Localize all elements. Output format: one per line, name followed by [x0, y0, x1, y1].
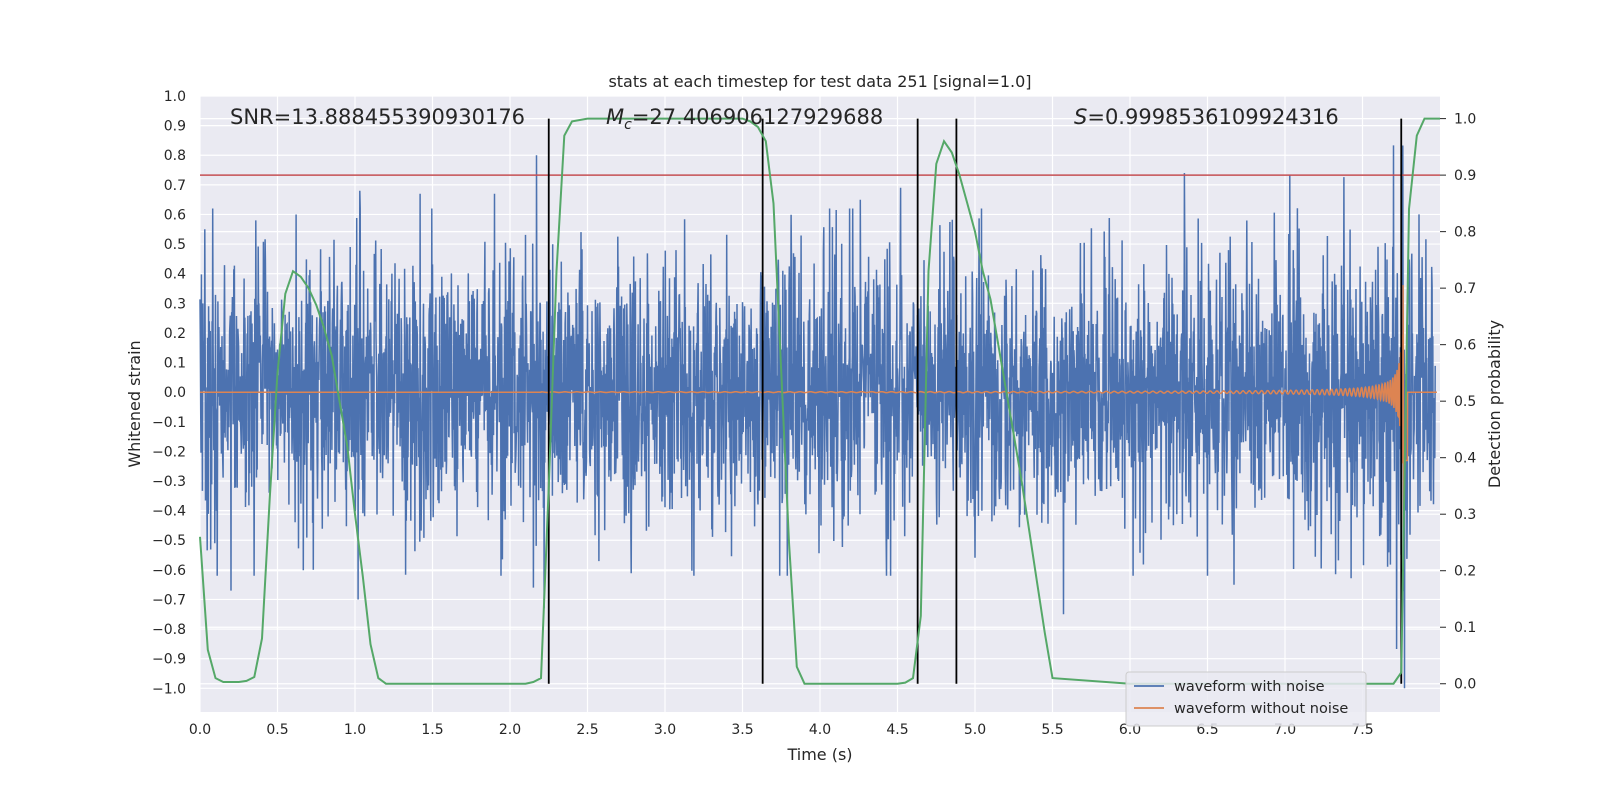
y-tick-label: −0.5: [152, 533, 186, 549]
probability-series: [199, 117, 1440, 685]
y-tick-label: 0.8: [164, 148, 186, 164]
y-tick-label: −0.3: [152, 474, 186, 490]
mc-subscript: c: [624, 117, 632, 133]
y2-tick-label: 1.0: [1454, 112, 1476, 128]
y-tick-label: 0.1: [164, 356, 186, 372]
x-tick-label: 0.0: [189, 722, 211, 738]
legend-noise-label: waveform with noise: [1174, 679, 1325, 695]
x-axis-label: Time (s): [786, 745, 852, 764]
y-tick-label: −0.1: [152, 415, 186, 431]
s-value: =0.9998536109924316: [1087, 105, 1338, 129]
y2-tick-label: 0.0: [1454, 677, 1476, 693]
clean-waveform-line: [200, 285, 1437, 527]
y-tick-label: 0.2: [164, 326, 186, 342]
y-tick-label: −0.7: [152, 592, 186, 608]
x-tick-label: 2.5: [576, 722, 598, 738]
y2-tick-label: 0.1: [1454, 620, 1476, 636]
score-annotation: S=0.9998536109924316: [1074, 105, 1339, 129]
x-tick-label: 4.5: [886, 722, 908, 738]
x-tick-label: 3.5: [731, 722, 753, 738]
y2-axis-ticks: 1.0 0.9 0.8 0.7 0.6 0.5 0.4 0.3 0.2 0.1 0.0: [1440, 112, 1476, 693]
y-axis-ticks: 1.0 0.9 0.8 0.7 0.6 0.5 0.4 0.3 0.2 0.1 0.0 −0.1 −0.…: [152, 89, 186, 697]
y2-tick-label: 0.3: [1454, 507, 1476, 523]
y-tick-label: −0.4: [152, 504, 186, 520]
mc-symbol: M: [606, 105, 624, 129]
x-tick-label: 3.0: [654, 722, 676, 738]
y-tick-label: −0.6: [152, 563, 186, 579]
chirp-mass-annotation: Mc=27.406906127929688: [606, 105, 883, 133]
y-tick-label: 0.4: [164, 267, 186, 283]
x-tick-label: 5.5: [1041, 722, 1063, 738]
legend: waveform with noise waveform without noi…: [1125, 671, 1367, 727]
legend-box: [1125, 671, 1367, 727]
x-axis-ticks: 0.0 0.5 1.0 1.5 2.0 2.5 3.0 3.5 4.0 4.5 5.0 5.5 6.0 6…: [189, 722, 1374, 738]
y2-tick-label: 0.6: [1454, 338, 1476, 354]
y-tick-label: 0.3: [164, 296, 186, 312]
y2-axis-label: Detection probability: [1485, 320, 1504, 488]
x-tick-label: 0.5: [266, 722, 288, 738]
detection-marker-lines: [547, 118, 1403, 684]
x-tick-label: 1.5: [421, 722, 443, 738]
y-tick-label: 0.0: [164, 385, 186, 401]
clean-waveform-series: [200, 285, 1437, 527]
y-tick-label: 1.0: [164, 89, 186, 105]
chart-title: stats at each timestep for test data 251…: [608, 72, 1031, 91]
x-tick-label: 4.0: [809, 722, 831, 738]
y-axis-label: Whitened strain: [125, 340, 144, 467]
legend-clean-label: waveform without noise: [1174, 701, 1348, 717]
y2-tick-label: 0.2: [1454, 564, 1476, 580]
probability-line: [199, 117, 1440, 685]
y-tick-label: −1.0: [152, 681, 186, 697]
x-tick-label: 5.0: [964, 722, 986, 738]
y2-tick-label: 0.9: [1454, 168, 1476, 184]
mc-value: =27.406906127929688: [632, 105, 883, 129]
y2-tick-label: 0.4: [1454, 451, 1476, 467]
y-tick-label: 0.9: [164, 119, 186, 135]
x-tick-label: 1.0: [344, 722, 366, 738]
y-tick-label: −0.8: [152, 622, 186, 638]
y-tick-label: 0.7: [164, 178, 186, 194]
y-tick-label: 0.5: [164, 237, 186, 253]
y2-tick-label: 0.7: [1454, 281, 1476, 297]
s-symbol: S: [1074, 105, 1087, 129]
y-tick-label: −0.9: [152, 652, 186, 668]
noise-waveform-series: [199, 145, 1436, 689]
y-tick-label: 0.6: [164, 207, 186, 223]
noise-waveform-line: [199, 145, 1436, 689]
y-tick-label: −0.2: [152, 444, 186, 460]
x-tick-label: 2.0: [499, 722, 521, 738]
y2-tick-label: 0.5: [1454, 394, 1476, 410]
snr-annotation: SNR=13.888455390930176: [230, 105, 525, 129]
y2-tick-label: 0.8: [1454, 225, 1476, 241]
